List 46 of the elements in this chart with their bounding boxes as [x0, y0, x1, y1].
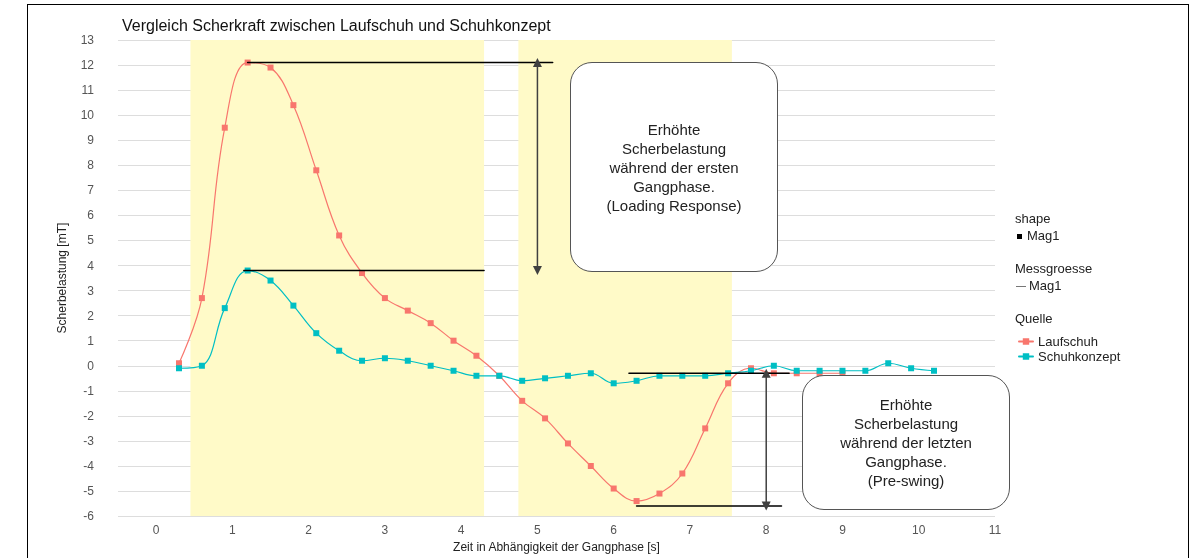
y-tick-label: -3	[83, 433, 95, 448]
y-tick-label: 5	[87, 233, 95, 248]
y-tick-label: 4	[87, 258, 95, 273]
x-tick-label: 8	[762, 523, 770, 538]
y-tick-label: 2	[87, 308, 95, 323]
x-tick-label: 0	[152, 523, 160, 538]
y-tick-label: -2	[83, 408, 95, 423]
x-tick-label: 11	[988, 523, 1002, 538]
x-tick-label: 1	[229, 523, 237, 538]
y-tick-label: 3	[87, 283, 95, 298]
x-tick-label: 4	[457, 523, 465, 538]
y-tick-label: 11	[81, 83, 95, 98]
annotation: Erhöhte Scherbelastung während der letzten Gangphase. (Pre-swing)	[840, 395, 972, 490]
y-tick-label: -6	[83, 509, 95, 524]
x-tick-label: 2	[305, 523, 313, 538]
text: Mag1	[1026, 228, 1060, 243]
callout-box: Erhöhte Scherbelastung während der ersten Gangphase. (Loading Response)	[570, 62, 778, 272]
text: shape	[1015, 211, 1051, 226]
y-tick-label: 10	[80, 108, 95, 123]
y-tick-label: -1	[83, 383, 95, 398]
legend-label: Laufschuh	[1038, 334, 1098, 349]
legend-title: Quelle	[1015, 311, 1053, 326]
y-tick-label: 8	[87, 158, 95, 173]
x-axis-title: Zeit in Abhängigkeit der Gangphase [s]	[453, 540, 660, 554]
text: Messgroesse	[1015, 261, 1093, 276]
x-tick-label: 6	[610, 523, 618, 538]
y-tick-label: -5	[83, 484, 95, 499]
x-tick-label: 7	[686, 523, 694, 538]
y-tick-label: 12	[80, 58, 95, 73]
x-tick-label: 3	[381, 523, 389, 538]
chart-title: Vergleich Scherkraft zwischen Laufschuh und Schuhkonzept	[122, 16, 552, 34]
callout-box: Erhöhte Scherbelastung während der letzten Gangphase. (Pre-swing)	[802, 375, 1010, 510]
x-tick-label: 10	[912, 523, 926, 538]
y-tick-label: 13	[80, 33, 95, 47]
y-axis-title: Scherbelastung [mT]	[55, 222, 69, 334]
x-tick-label: 5	[534, 523, 542, 538]
y-tick-label: 9	[87, 133, 95, 148]
text: Mag1	[1028, 278, 1062, 293]
y-tick-label: 1	[87, 333, 95, 348]
x-tick-label: 9	[839, 523, 847, 538]
annotation: Erhöhte Scherbelastung während der ersten Gangphase. (Loading Response)	[606, 119, 742, 215]
y-tick-label: 0	[87, 358, 95, 373]
y-tick-label: 6	[87, 208, 95, 223]
y-tick-label: -4	[83, 458, 95, 473]
legend-label: Schuhkonzept	[1038, 349, 1121, 364]
y-tick-label: 7	[87, 183, 95, 198]
